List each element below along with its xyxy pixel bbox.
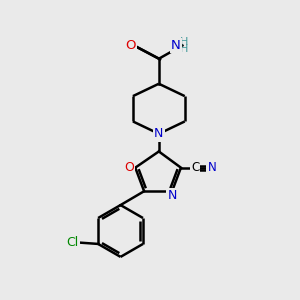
- Text: H: H: [180, 37, 188, 47]
- Text: N: N: [208, 161, 216, 174]
- Text: H: H: [180, 44, 188, 54]
- Text: N: N: [167, 189, 177, 202]
- Text: N: N: [171, 39, 181, 52]
- Text: N: N: [154, 127, 164, 140]
- Text: C: C: [191, 161, 199, 174]
- Text: Cl: Cl: [66, 236, 78, 249]
- Text: O: O: [126, 39, 136, 52]
- Text: O: O: [124, 161, 134, 174]
